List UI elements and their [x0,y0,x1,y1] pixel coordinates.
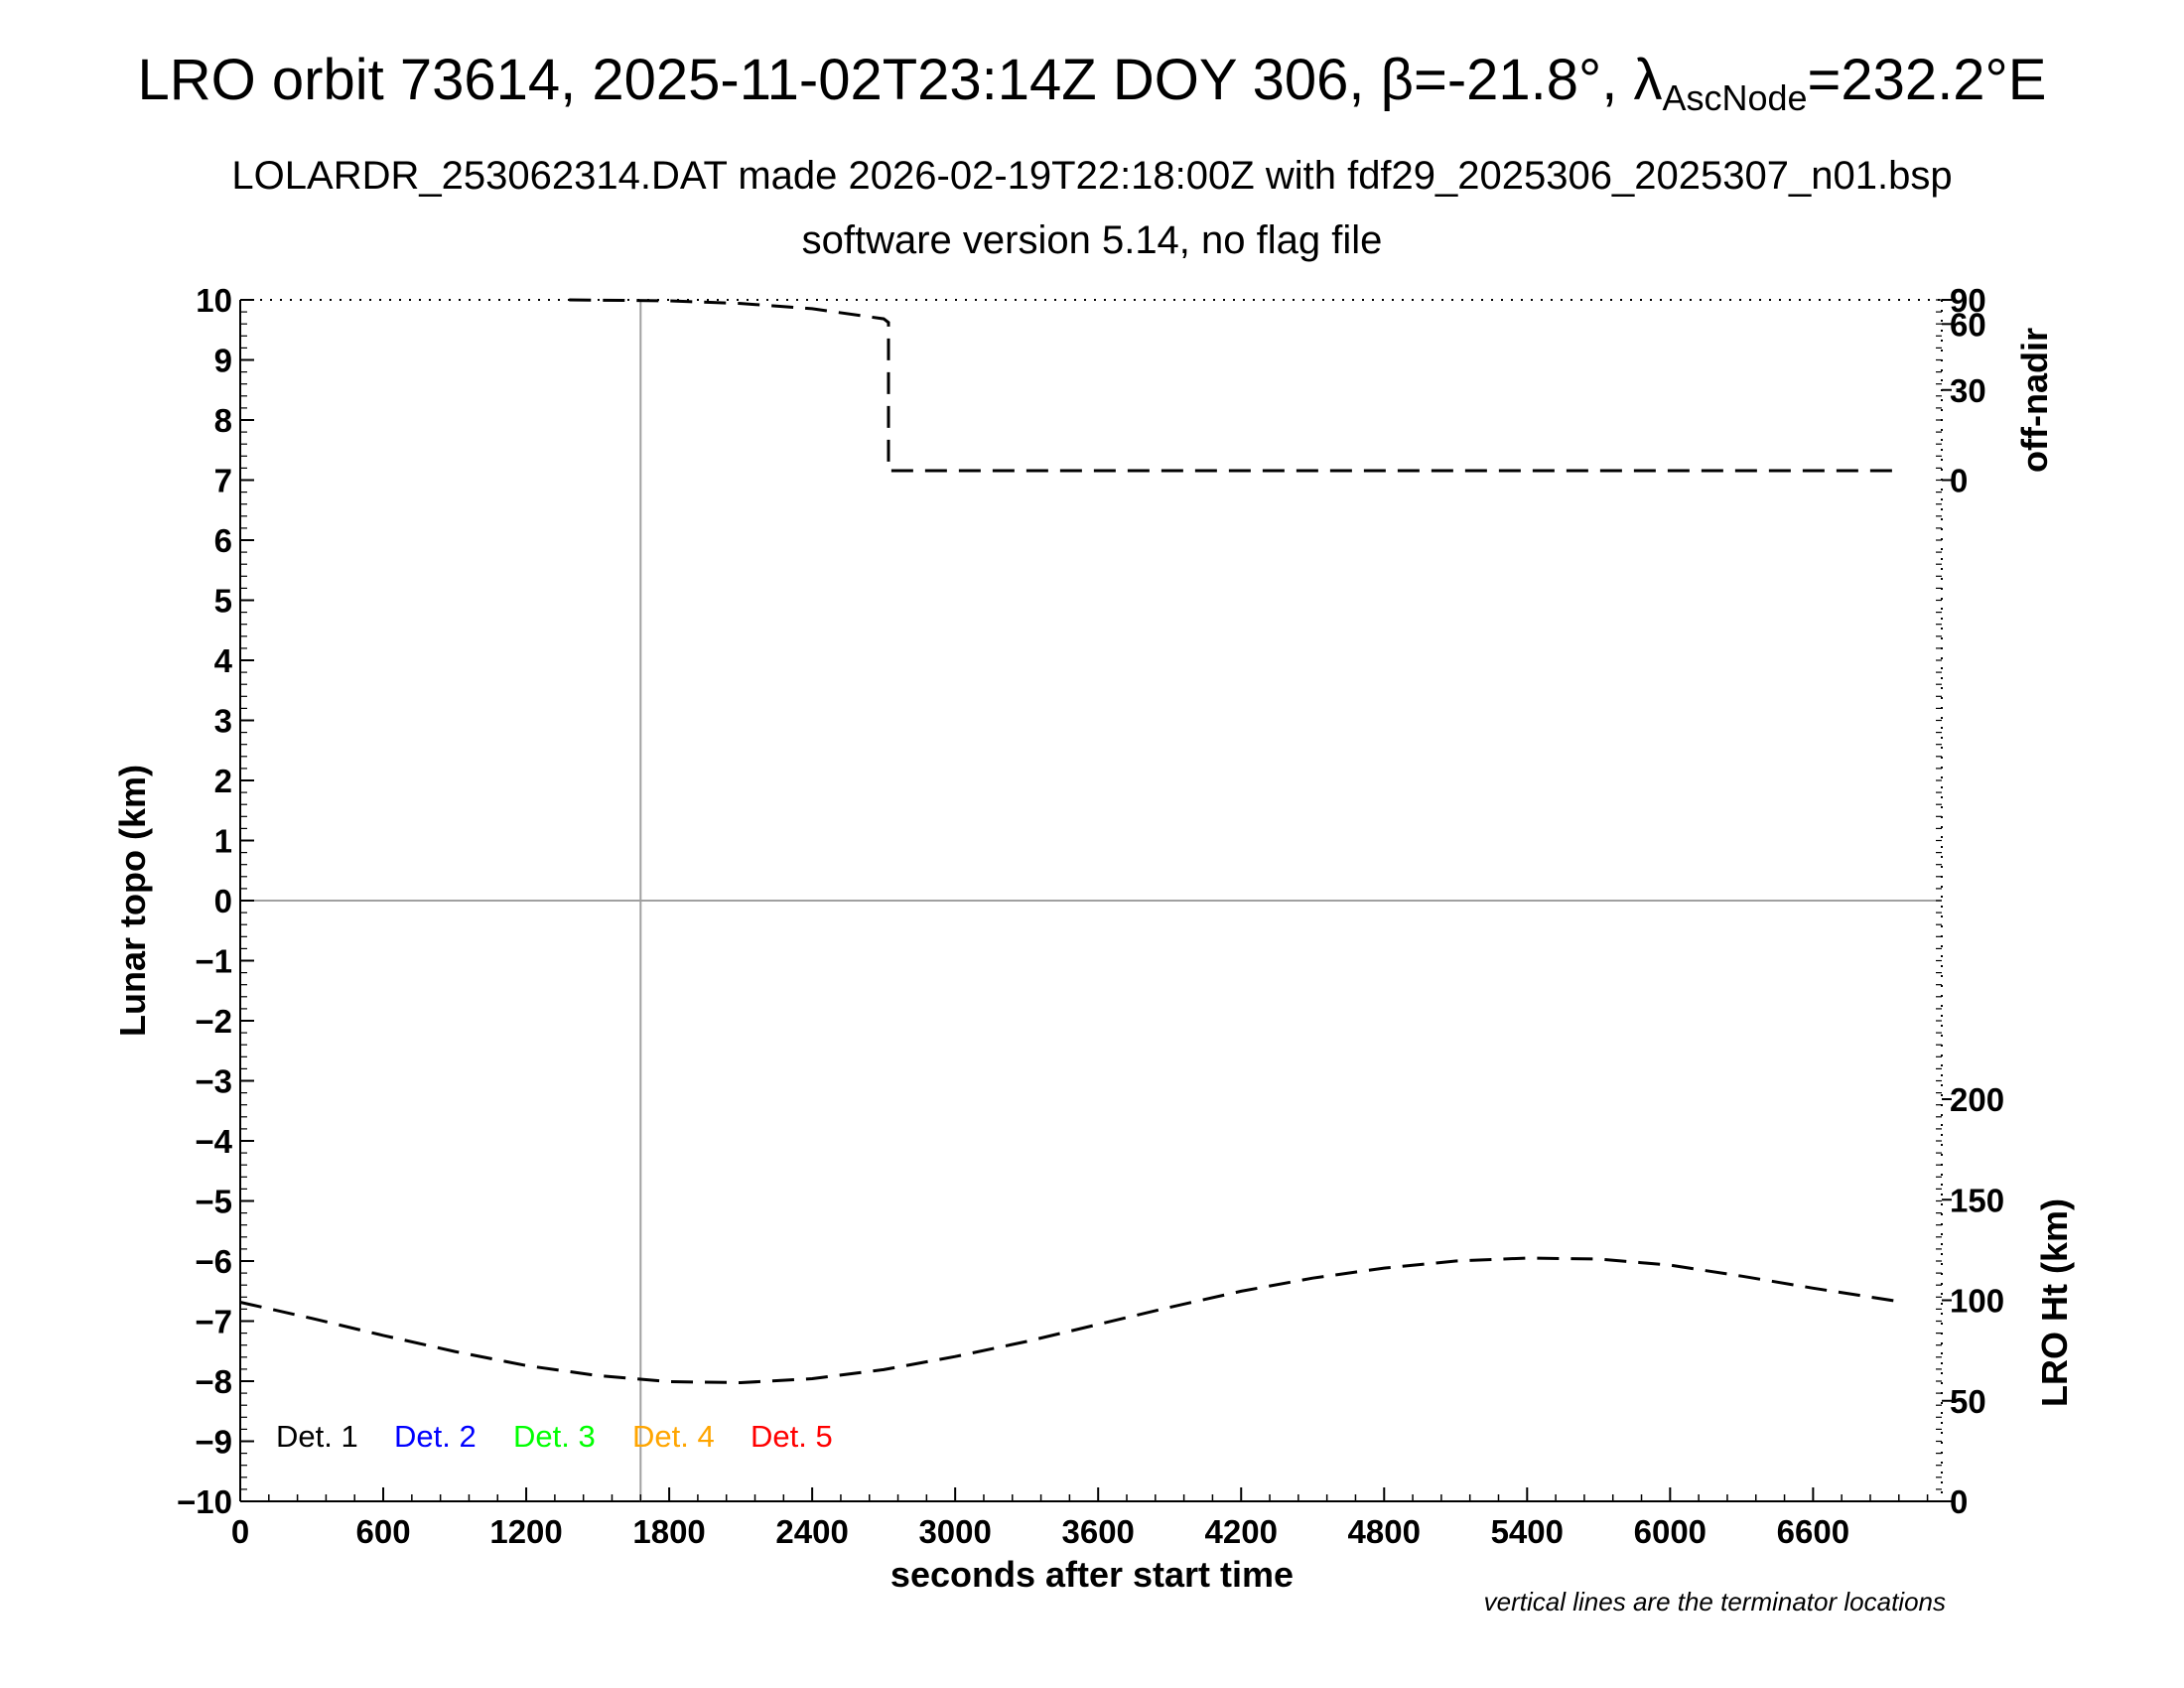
series-lines [239,298,1904,1385]
chart-title-suffix: =232.2°E [1808,48,2047,112]
x-axis-title: seconds after start time [890,1554,1294,1595]
terminator-note: vertical lines are the terminator locati… [1484,1587,1946,1617]
y-tick-label: −4 [195,1123,232,1160]
legend-entry: Det. 2 [394,1419,477,1454]
y-tick-label: −1 [195,943,232,980]
x-tick-label: 4800 [1348,1513,1421,1550]
y-tick-label: −6 [195,1243,232,1280]
legend: Det. 1 Det. 2 Det. 3 Det. 4 Det. 5 [276,1419,833,1454]
chart-title: LRO orbit 73614, 2025-11-02T23:14Z DOY 3… [138,48,2047,118]
y-tick-label: 5 [214,583,232,620]
y-axis-title: Lunar topo (km) [112,765,153,1037]
y-tick-label: −7 [195,1304,232,1340]
x-tick-label: 2400 [775,1513,848,1550]
x-tick-label: 3000 [918,1513,991,1550]
lro-height-tick-label: 200 [1950,1081,2004,1118]
x-tick-label: 3600 [1061,1513,1134,1550]
off-nadir-tick-label: 30 [1950,372,1986,409]
chart-subtitle-file: LOLARDR_253062314.DAT made 2026-02-19T22… [231,154,1952,198]
lro-height-tick-label: 0 [1950,1483,1968,1520]
y-tick-label: 2 [214,763,232,799]
lro-height-line [239,1256,1904,1385]
chart-subtitle-software: software version 5.14, no flag file [802,218,1383,262]
y-tick-label: −10 [177,1483,232,1520]
lro-height-tick-label: 150 [1950,1182,2004,1218]
y-tick-label: 10 [196,282,232,319]
y-tick-label: −2 [195,1003,232,1040]
x-tick-label: 4200 [1205,1513,1278,1550]
off-nadir-angle-line [569,298,1904,473]
off-nadir-tick-label: 0 [1950,463,1968,499]
y-tick-label: 9 [214,343,232,379]
y-tick-label: 4 [214,642,233,679]
y-tick-label: −3 [195,1063,232,1100]
legend-entry: Det. 5 [751,1419,833,1454]
y-tick-label: 7 [214,463,232,499]
x-tick-label: 1200 [489,1513,562,1550]
chart-title-main: LRO orbit 73614, 2025-11-02T23:14Z DOY 3… [138,48,1663,112]
lro-height-axis-title: LRO Ht (km) [2034,1198,2075,1407]
lro-height-tick-label: 50 [1950,1383,1986,1420]
y-tick-label: −9 [195,1424,232,1461]
y-tick-label: 6 [214,522,232,559]
x-tick-label: 6000 [1634,1513,1706,1550]
off-nadir-axis-title: off-nadir [2014,328,2055,473]
y-tick-label: 1 [214,823,232,860]
x-tick-label: 6600 [1777,1513,1849,1550]
x-tick-label: 600 [356,1513,411,1550]
x-tick-label: 5400 [1491,1513,1564,1550]
y-tick-label: 0 [214,883,232,919]
y-tick-label: 8 [214,402,232,439]
axis-ticks: 0 600 1200 1800 2400 3000 3600 4200 4800 5400 6000… [177,282,2004,1550]
y-tick-label: −5 [195,1184,232,1220]
off-nadir-tick-label: 90 [1950,282,1986,319]
chart-title-subscript: AscNode [1662,77,1807,118]
y-tick-label: −8 [195,1363,232,1400]
legend-entry: Det. 1 [276,1419,358,1454]
y-tick-label: 3 [214,703,232,740]
x-tick-label: 1800 [632,1513,705,1550]
legend-entry: Det. 4 [632,1419,715,1454]
off-nadir-tick-label: 60 [1950,306,1986,343]
legend-entry: Det. 3 [513,1419,596,1454]
lro-height-tick-label: 100 [1950,1283,2004,1320]
x-tick-label: 0 [231,1513,249,1550]
reference-lines [240,300,1942,1501]
